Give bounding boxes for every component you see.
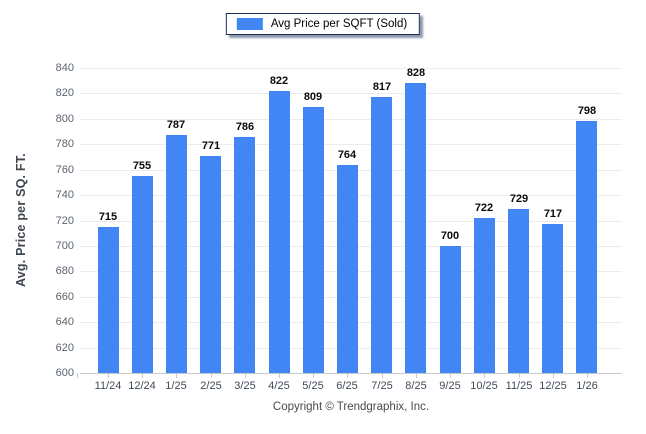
bar-value-label: 786: [235, 121, 255, 133]
y-tick-label: 740: [55, 189, 74, 201]
y-tick-label: 620: [55, 342, 74, 354]
x-tick-label: 5/25: [302, 380, 324, 392]
axis-tick: [211, 373, 212, 378]
axis-tick: [347, 373, 348, 378]
axis-tick: [416, 373, 417, 378]
bar: [405, 83, 426, 373]
axis-tick: [279, 373, 280, 378]
y-tick-label: 840: [55, 62, 74, 74]
y-tick-label: 800: [55, 113, 74, 125]
bar: [576, 121, 597, 373]
axis-tick: [587, 373, 588, 378]
x-axis-baseline: [80, 373, 622, 374]
bar: [98, 227, 119, 373]
bar: [542, 224, 563, 373]
legend-swatch: [236, 18, 263, 30]
bar: [200, 156, 221, 373]
axis-tick: [553, 373, 554, 378]
x-tick-label: 3/25: [234, 380, 256, 392]
bar-value-label: 828: [406, 67, 426, 79]
bar-value-label: 764: [337, 149, 357, 161]
y-tick-label: 700: [55, 240, 74, 252]
axis-tick: [142, 373, 143, 378]
x-tick-label: 2/25: [200, 380, 222, 392]
axis-tick: [176, 373, 177, 378]
bar: [234, 137, 255, 373]
y-tick-label: 760: [55, 164, 74, 176]
y-tick-label: 660: [55, 291, 74, 303]
axis-tick: [245, 373, 246, 378]
bar: [166, 135, 187, 373]
copyright-text: Copyright © Trendgraphix, Inc.: [272, 401, 430, 413]
gridline: [80, 144, 622, 145]
y-tick-label: 820: [55, 87, 74, 99]
axis-tick: [484, 373, 485, 378]
bar: [303, 107, 324, 373]
x-tick-label: 10/25: [470, 380, 498, 392]
plot-area: 715 11/24 755 12/24 787 1/25 771 2/25 786 3/25 822…: [77, 67, 622, 392]
x-tick-label: 1/26: [576, 380, 598, 392]
x-tick-label: 12/24: [128, 380, 156, 392]
bar: [474, 218, 495, 373]
gridline: [80, 68, 622, 69]
bar: [508, 209, 529, 373]
y-tick-label: 680: [55, 265, 74, 277]
bar-value-label: 717: [543, 208, 563, 220]
bar-value-label: 771: [201, 140, 221, 152]
x-tick-label: 7/25: [371, 380, 393, 392]
y-axis-labels: 600 620 640 660 680 700 720 740 760 780 800 820 840: [0, 63, 74, 379]
y-tick-label: 720: [55, 215, 74, 227]
bar-value-label: 729: [509, 193, 529, 205]
bar-value-label: 715: [98, 211, 118, 223]
bar-value-label: 700: [440, 230, 460, 242]
axis-tick: [519, 373, 520, 378]
x-tick-label: 11/25: [505, 380, 533, 392]
y-tick-label: 640: [55, 316, 74, 328]
y-tick-label: 780: [55, 138, 74, 150]
x-tick-label: 4/25: [268, 380, 290, 392]
gridline: [80, 119, 622, 120]
axis-tick: [77, 373, 78, 378]
x-tick-label: 12/25: [539, 380, 567, 392]
axis-tick: [108, 373, 109, 378]
bar-value-label: 755: [132, 160, 152, 172]
legend-label: Avg Price per SQFT (Sold): [270, 18, 408, 30]
bar-value-label: 809: [303, 91, 323, 103]
x-tick-label: 6/25: [336, 380, 358, 392]
axis-tick: [450, 373, 451, 378]
bar-value-label: 787: [166, 119, 186, 131]
bar: [371, 97, 392, 373]
bar-value-label: 822: [269, 75, 289, 87]
bar: [132, 176, 153, 373]
legend: Avg Price per SQFT (Sold): [225, 13, 421, 35]
x-tick-label: 9/25: [439, 380, 461, 392]
gridline: [80, 93, 622, 94]
bar: [269, 91, 290, 373]
bar-value-label: 798: [577, 105, 597, 117]
bar-value-label: 722: [474, 202, 494, 214]
axis-tick: [313, 373, 314, 378]
bar: [440, 246, 461, 373]
bar: [337, 165, 358, 373]
axis-tick: [382, 373, 383, 378]
x-tick-label: 11/24: [94, 380, 122, 392]
x-tick-label: 8/25: [405, 380, 427, 392]
bar-value-label: 817: [372, 81, 392, 93]
x-tick-label: 1/25: [165, 380, 187, 392]
y-tick-label: 600: [55, 367, 74, 379]
